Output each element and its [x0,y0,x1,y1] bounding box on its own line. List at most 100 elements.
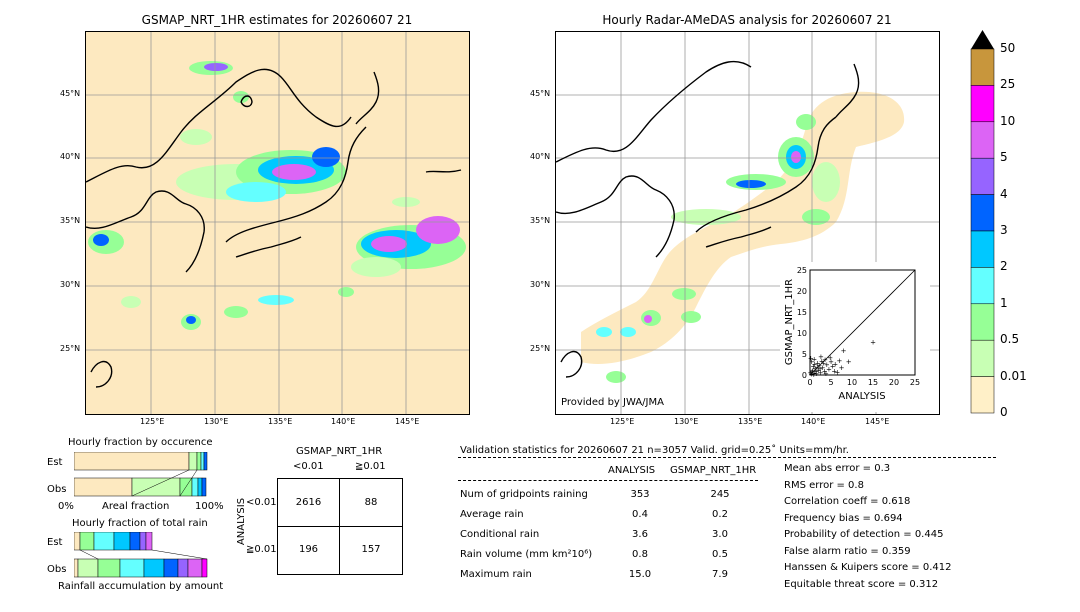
scatter-point: + [813,370,819,378]
right-lat-30: 30°N [530,280,551,289]
occurrence-est-label: Est [47,457,63,468]
left-lon-130: 130°E [204,417,229,426]
colorbar-segment [970,48,995,86]
scatter-point: + [812,361,818,369]
scatter-point: + [826,366,832,374]
validation-header: Validation statistics for 20260607 21 n=… [460,445,849,456]
scatter-point: + [823,370,829,378]
colorbar-extend-arrow [971,30,994,49]
scatter-point: + [831,367,837,375]
colorbar-label: 4 [1000,186,1008,201]
scatter-point: + [819,358,825,366]
total-title: Hourly fraction of total rain [72,518,208,529]
right-rain-field [596,114,840,383]
validation-divider [458,457,996,458]
scatter-point: + [810,367,816,375]
occurrence-axis-left: 0% [58,501,74,512]
validation-row-gsmap: 7.9 [712,569,728,580]
right-coastlines [556,60,860,378]
scatter-point: + [821,359,827,367]
colorbar-segment [970,230,995,268]
validation-score: Equitable threat score = 0.312 [784,578,939,590]
right-lat-25: 25°N [530,344,551,353]
scatter-diagonal [809,269,916,376]
occurrence-axis-mid: Areal fraction [102,501,170,512]
scatter-point: + [809,358,815,366]
left-lat-45: 45°N [60,89,81,98]
left-lon-135: 135°E [268,417,293,426]
scatter-point: + [817,365,823,373]
cell-miss: 196 [298,544,319,555]
data-credit: Provided by JWA/JMA [561,397,664,408]
left-graticule [86,32,469,414]
scatter-point: + [816,361,822,369]
cell-false-alarm: 88 [364,497,378,508]
contingency-col-lt: <0.01 [293,461,324,472]
contingency-row-ge: ≧0.01 [246,544,277,555]
scatter-xtick: 5 [828,378,833,387]
scatter-xtick: 25 [910,378,920,387]
scatter-inset: + + + + + + + + + + + + + + + + + + + + + + + + + + + + + + + + + + + + + + + +… [780,262,930,412]
scatter-point: + [870,338,876,346]
scatter-point: + [830,362,836,370]
validation-col-divider [458,480,758,481]
scatter-xtick: 15 [868,378,878,387]
colorbar-label: 1 [1000,295,1008,310]
contingency-grid: 2616 88 196 157 [277,478,403,575]
scatter-ylabel: GSMAP_NRT_1HR [784,279,795,365]
left-lat-25: 25°N [60,344,81,353]
contingency-title: GSMAP_NRT_1HR [296,446,383,457]
scatter-ytick: 25 [797,266,807,275]
validation-score: False alarm ratio = 0.359 [784,545,911,557]
validation-col-analysis: ANALYSIS [608,465,656,476]
scatter-point: + [813,368,819,376]
scatter-point: + [841,347,847,355]
scatter-point: + [818,353,824,361]
validation-score: Hanssen & Kuipers score = 0.412 [784,562,952,573]
scatter-point: + [822,356,828,364]
scatter-point: + [812,365,818,373]
validation-row-analysis: 353 [630,489,650,500]
validation-row-label: Num of gridpoints raining [460,489,588,500]
validation-score: Probability of detection = 0.445 [784,529,944,540]
total-bars [73,531,208,578]
scatter-point: + [811,371,817,379]
right-lat-40: 40°N [530,152,551,161]
validation-score: Frequency bias = 0.694 [784,512,903,524]
validation-score: Correlation coeff = 0.618 [784,496,911,507]
colorbar-segment [970,376,995,414]
colorbar-label: 50 [1000,41,1016,55]
scatter-xlabel: ANALYSIS [838,391,885,402]
validation-row-label: Conditional rain [460,529,540,540]
occurrence-obs-label: Obs [47,484,67,495]
colorbar-label: 3 [1000,223,1008,237]
scatter-plot: ++++++++++++++++++++++ ++++++++++++++++++… [784,266,920,402]
total-obs-label: Obs [47,564,67,575]
colorbar-segment [970,85,995,123]
scatter-point: + [815,366,821,374]
validation-row-gsmap: 245 [710,489,730,500]
left-lat-30: 30°N [60,280,81,289]
left-lat-35: 35°N [60,216,81,225]
scatter-point: + [810,362,816,370]
colorbar-label: 0 [1000,405,1008,419]
colorbar-label: 0.5 [1000,332,1020,347]
left-coastlines [86,68,462,388]
scatter-xtick: 0 [807,378,812,387]
colorbar-segment [970,157,995,195]
colorbar-label: 10 [1000,113,1016,128]
validation-row-label: Rain volume (mm km²10⁶) [460,549,593,560]
cell-hit-none: 2616 [295,497,322,508]
scatter-point: + [818,369,824,377]
scatter-point: + [832,361,838,369]
validation-score: Mean abs error = 0.3 [784,463,891,474]
scatter-point: + [820,364,826,372]
right-lon-130: 130°E [674,417,699,426]
right-coverage-area [581,91,905,364]
right-lat-35: 35°N [530,216,551,225]
scatter-xtick: 10 [847,378,857,387]
occurrence-title: Hourly fraction by occurence [68,437,213,448]
colorbar-segment [970,194,995,232]
scatter-point: + [834,369,840,377]
scatter-ytick: 15 [797,308,807,317]
